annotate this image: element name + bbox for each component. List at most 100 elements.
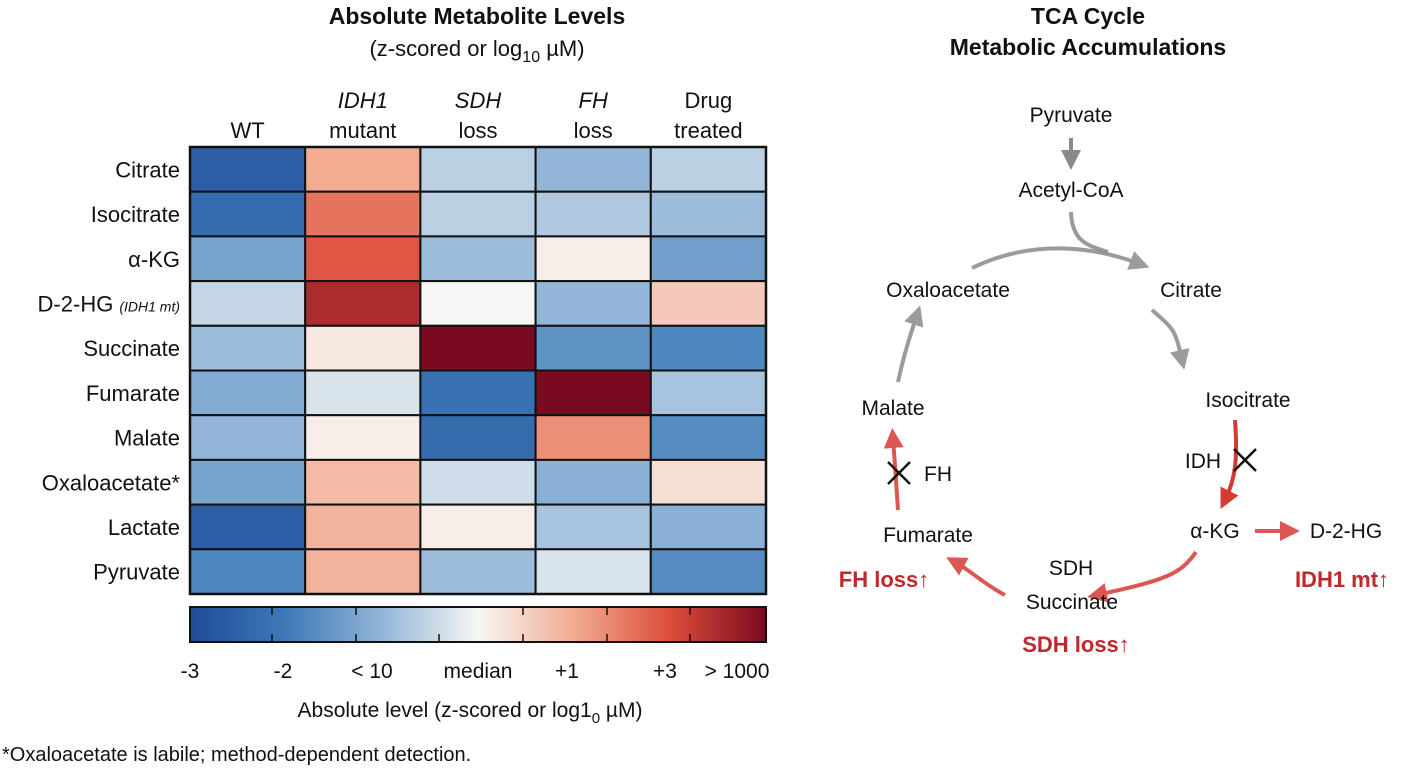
heatmap-cell xyxy=(419,280,537,327)
arrow-isocitrate-akg xyxy=(1220,419,1239,509)
colorbar-tick-label: median xyxy=(444,660,513,683)
heatmap-cell xyxy=(649,190,767,238)
heatmap-cell xyxy=(189,190,307,238)
heatmap-cell xyxy=(189,414,307,461)
heatmap-cell xyxy=(419,235,537,283)
heatmap-cell xyxy=(534,414,652,461)
heatmap-cell xyxy=(304,280,422,327)
row-label: D-2-HG (IDH1 mt) xyxy=(38,291,180,316)
arrow-acetylcoa-citrate xyxy=(1069,211,1109,254)
heatmap-title: Absolute Metabolite Levels xyxy=(329,3,626,29)
heatmap-cell xyxy=(534,280,652,327)
column-header-line1: SDH xyxy=(455,88,502,113)
heatmap-cell xyxy=(419,503,537,551)
row-label: Oxaloacetate* xyxy=(42,470,181,495)
row-label: α-KG xyxy=(128,247,180,272)
heatmap-cell xyxy=(534,146,652,193)
row-label-text: Pyruvate xyxy=(93,560,180,585)
heatmap-cell xyxy=(534,548,652,595)
diagram-subtitle: Metabolic Accumulations xyxy=(950,34,1226,60)
node-sdh: SDH xyxy=(1049,557,1093,580)
heatmap-cell xyxy=(649,548,767,595)
row-label-text: Isocitrate xyxy=(91,202,180,227)
heatmap-cell xyxy=(649,235,767,283)
heatmap-cell xyxy=(189,324,307,372)
column-header-line1: IDH1 xyxy=(338,88,388,113)
heatmap-cell xyxy=(189,548,307,595)
node-pyruvate: Pyruvate xyxy=(1030,104,1113,127)
heatmap-cell xyxy=(534,369,652,417)
block-marks xyxy=(887,448,1257,485)
row-label-text: Citrate xyxy=(115,157,180,182)
heatmap-subtitle: (z-scored or log10 µM) xyxy=(369,36,584,66)
heatmap-cells xyxy=(188,145,768,596)
heatmap-cell xyxy=(304,548,422,595)
heatmap-cell xyxy=(189,146,307,193)
heatmap-cell xyxy=(189,235,307,283)
column-header-line2: loss xyxy=(574,118,613,143)
annotation-fh-loss: FH loss↑ xyxy=(839,567,929,592)
column-header-line2: mutant xyxy=(329,118,396,143)
colorbar-tick-label: < 10 xyxy=(351,660,392,683)
heatmap-cell xyxy=(649,324,767,372)
fh-block-x-icon xyxy=(887,461,911,485)
pathway-arrows xyxy=(883,138,1300,603)
row-label-text: Succinate xyxy=(83,336,180,361)
column-header-line1: FH xyxy=(579,88,608,113)
row-label: Fumarate xyxy=(86,381,180,406)
row-label-text: D-2-HG xyxy=(38,291,114,316)
arrow-fumarate-malate xyxy=(883,428,904,511)
row-label: Pyruvate xyxy=(93,560,180,585)
heatmap-cell xyxy=(304,503,422,551)
diagram-title: TCA Cycle xyxy=(1031,3,1145,29)
column-header-line2: loss xyxy=(458,118,497,143)
row-labels: Citrate Isocitrate α-KG D-2-HG (IDH1 mt) Succ… xyxy=(38,157,181,584)
column-header-line2: WT xyxy=(230,118,264,143)
heatmap-cell xyxy=(419,146,537,193)
node-isocitrate: Isocitrate xyxy=(1205,389,1290,412)
node-idh: IDH xyxy=(1185,450,1221,473)
colorbar-label: Absolute level (z-scored or log10 µM) xyxy=(298,699,643,727)
colorbar-tick-label: +3 xyxy=(653,660,677,683)
heatmap-cell xyxy=(304,146,422,193)
heatmap-cell xyxy=(304,369,422,417)
heatmap-cell xyxy=(419,548,537,595)
heatmap-cell xyxy=(534,503,652,551)
row-label: Citrate xyxy=(115,157,180,182)
node-oxaloacetate: Oxaloacetate xyxy=(886,279,1010,302)
heatmap-cell xyxy=(189,458,307,506)
heatmap-cell xyxy=(304,190,422,238)
annotation-idh1-mt: IDH1 mt↑ xyxy=(1295,567,1389,592)
heatmap-cell xyxy=(419,324,537,372)
heatmap-cell xyxy=(419,190,537,238)
column-header-line1: Drug xyxy=(685,88,733,113)
arrow-oxaloacetate-citrate xyxy=(971,246,1150,270)
heatmap-cell xyxy=(304,235,422,283)
node-akg: α-KG xyxy=(1190,520,1239,543)
heatmap-cell xyxy=(534,235,652,283)
node-acetyl-coa: Acetyl-CoA xyxy=(1018,179,1123,202)
footnote: *Oxaloacetate is labile; method-dependen… xyxy=(2,744,471,766)
heatmap-cell xyxy=(419,414,537,461)
row-label: Malate xyxy=(114,426,180,451)
column-headers: WT IDH1 mutant SDH loss FH loss Drug treated xyxy=(230,88,742,143)
row-label-text: Malate xyxy=(114,426,180,451)
heatmap-cell xyxy=(649,369,767,417)
heatmap-cell xyxy=(649,458,767,506)
heatmap-cell xyxy=(649,414,767,461)
colorbar xyxy=(189,606,767,643)
heatmap-cell xyxy=(189,503,307,551)
node-malate: Malate xyxy=(861,397,924,420)
row-label-text: Oxaloacetate* xyxy=(42,470,181,495)
node-fh: FH xyxy=(924,463,952,486)
arrow-akg-succinate xyxy=(1087,550,1198,603)
heatmap-cell xyxy=(304,458,422,506)
node-citrate: Citrate xyxy=(1160,279,1222,302)
row-label: Lactate xyxy=(108,515,180,540)
colorbar-tick-label: -3 xyxy=(181,660,200,683)
row-label-note: (IDH1 mt) xyxy=(119,298,180,314)
colorbar-tick-label: +1 xyxy=(555,660,579,683)
row-label: Succinate xyxy=(83,336,180,361)
heatmap-cell xyxy=(534,324,652,372)
